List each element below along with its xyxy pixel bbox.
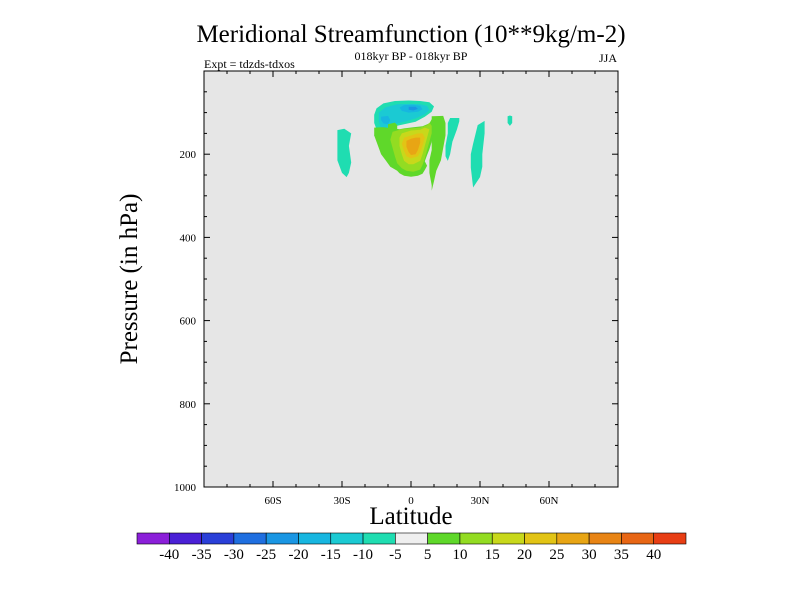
subtitle-left: Expt = tdzds-tdxos <box>204 57 295 71</box>
x-tick-label: 0 <box>408 495 414 507</box>
colorbar-box <box>362 532 396 545</box>
colorbar-label: -5 <box>389 547 402 563</box>
colorbar: -40 -35 -30 -25 -20 -15 -10 -5 5 10 15 20 25 30 35 40 <box>136 532 687 563</box>
colorbar-label: 35 <box>614 547 629 563</box>
colorbar-box <box>233 532 267 545</box>
contour-region-neg5-6 <box>445 118 460 161</box>
colorbar-box <box>556 532 590 545</box>
colorbar-label: 20 <box>517 547 532 563</box>
colorbar-label: -40 <box>159 547 179 563</box>
colorbar-label: 25 <box>549 547 564 563</box>
contour-region-neg5-5 <box>337 128 352 178</box>
colorbar-box <box>201 532 235 545</box>
y-tick-label: 200 <box>180 149 197 161</box>
colorbar-box <box>298 532 332 545</box>
contour-region-neg5-8 <box>507 115 513 126</box>
colorbar-box <box>653 532 687 545</box>
colorbar-box <box>491 532 525 545</box>
colorbar-box <box>588 532 622 545</box>
colorbar-label: -25 <box>256 547 276 563</box>
colorbar-label: 30 <box>582 547 597 563</box>
colorbar-box <box>136 532 170 545</box>
subtitle-right: JJA <box>599 51 617 65</box>
colorbar-box <box>330 532 364 545</box>
colorbar-label: 10 <box>452 547 467 563</box>
contour-region-neg20-4 <box>408 106 418 111</box>
y-tick-label: 400 <box>180 232 197 244</box>
contour-regions <box>337 100 513 191</box>
colorbar-box <box>395 532 428 545</box>
axis-ticks: 60S 30S 0 30N 60N 200 400 600 800 1000 <box>174 70 619 507</box>
colorbar-label: 15 <box>485 547 500 563</box>
x-tick-label: 30N <box>471 495 490 507</box>
contour-region-neg5-7 <box>470 120 485 188</box>
contour-region-pos25-15 <box>406 137 421 155</box>
colorbar-label: -10 <box>353 547 373 563</box>
y-tick-label: 800 <box>180 399 197 411</box>
colorbar-box <box>459 532 493 545</box>
colorbar-box <box>524 532 558 545</box>
y-axis-label: Pressure (in hPa) <box>116 194 143 365</box>
subtitle-center: 018kyr BP - 018kyr BP <box>355 49 468 63</box>
x-axis-label: Latitude <box>369 503 452 530</box>
chart-title: Meridional Streamfunction (10**9kg/m-2) <box>196 21 625 48</box>
colorbar-box <box>265 532 299 545</box>
colorbar-label: -20 <box>288 547 308 563</box>
y-tick-label: 1000 <box>174 482 197 494</box>
colorbar-label: -15 <box>321 547 341 563</box>
colorbar-box <box>168 532 202 545</box>
colorbar-label: -35 <box>192 547 212 563</box>
colorbar-label: 40 <box>646 547 661 563</box>
x-tick-label: 60N <box>540 495 559 507</box>
x-tick-label: 30S <box>333 495 350 507</box>
colorbar-box <box>621 532 655 545</box>
colorbar-label: 5 <box>424 547 432 563</box>
colorbar-label: -30 <box>224 547 244 563</box>
contour-region-neg15-3 <box>381 115 391 125</box>
colorbar-box <box>427 532 461 545</box>
x-tick-label: 60S <box>264 495 281 507</box>
y-tick-label: 600 <box>180 316 197 328</box>
